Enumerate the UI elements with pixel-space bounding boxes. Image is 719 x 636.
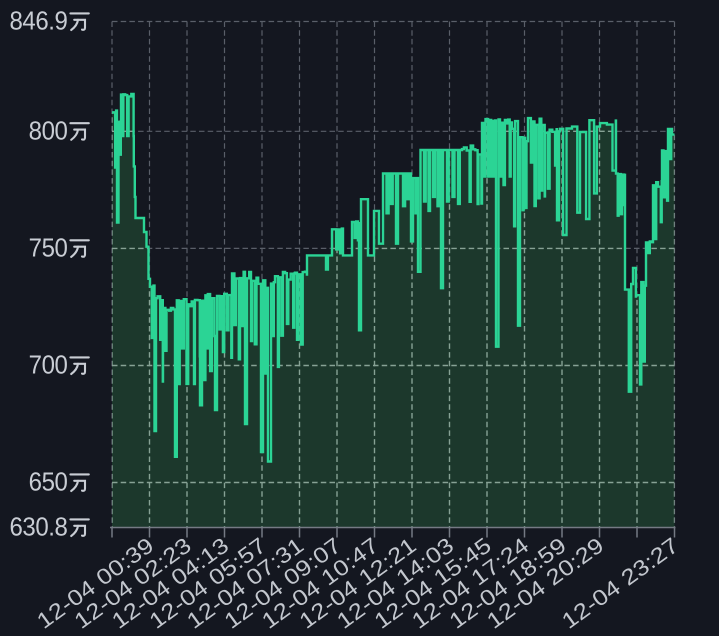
svg-text:846.9: 846.9	[9, 7, 67, 36]
svg-text:800: 800	[29, 117, 68, 146]
svg-text:650: 650	[29, 468, 68, 497]
svg-text:700: 700	[29, 351, 68, 380]
svg-text:630.8: 630.8	[9, 513, 67, 542]
svg-text:750: 750	[29, 234, 68, 263]
